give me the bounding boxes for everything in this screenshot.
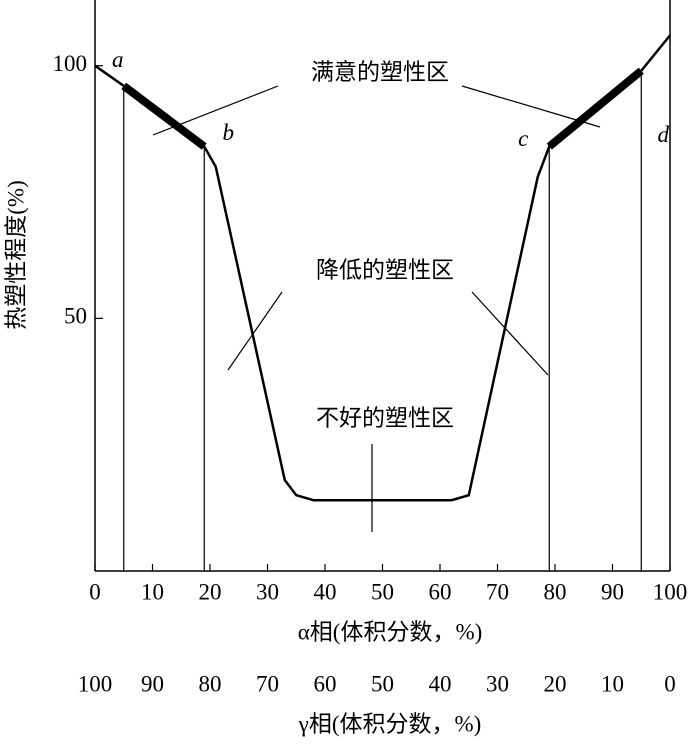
x-tick-label: 60 [429,579,452,604]
x2-tick-label: 100 [78,671,113,696]
x-tick-label: 10 [141,579,164,604]
x2-tick-label: 90 [141,671,164,696]
leader-line [471,291,549,376]
thick-segment [121,82,207,150]
point-label: d [658,122,670,147]
x2-tick-label: 10 [601,671,624,696]
x2-tick-label: 0 [664,671,676,696]
annotation: 降低的塑性区 [316,257,454,282]
x2-tick-label: 50 [371,671,394,696]
x-tick-label: 0 [89,579,101,604]
x-tick-label: 30 [256,579,279,604]
leader-line [227,291,283,371]
x-axis-label: α相(体积分数，%) [298,619,483,644]
x2-axis-label: γ相(体积分数，%) [298,711,482,736]
x2-tick-label: 60 [314,671,337,696]
x2-tick-label: 40 [429,671,452,696]
x2-tick-label: 20 [544,671,567,696]
x2-tick-label: 80 [199,671,222,696]
y-tick-label: 100 [53,51,88,76]
x-tick-label: 80 [544,579,567,604]
x-tick-label: 20 [199,579,222,604]
x2-tick-label: 70 [256,671,279,696]
point-label: b [223,120,235,145]
point-label: c [518,126,528,151]
leader-line [152,85,279,136]
x-tick-label: 100 [653,579,688,604]
x-tick-label: 50 [371,579,394,604]
point-label: a [112,47,124,72]
annotation: 不好的塑性区 [316,405,454,430]
x-tick-label: 70 [486,579,509,604]
thick-segment [546,67,644,150]
y-axis-label: 热塑性程度(%) [3,180,28,329]
x-tick-label: 40 [314,579,337,604]
annotation: 满意的塑性区 [311,59,449,84]
x-tick-label: 90 [601,579,624,604]
y-tick-label: 50 [64,304,87,329]
x2-tick-label: 30 [486,671,509,696]
